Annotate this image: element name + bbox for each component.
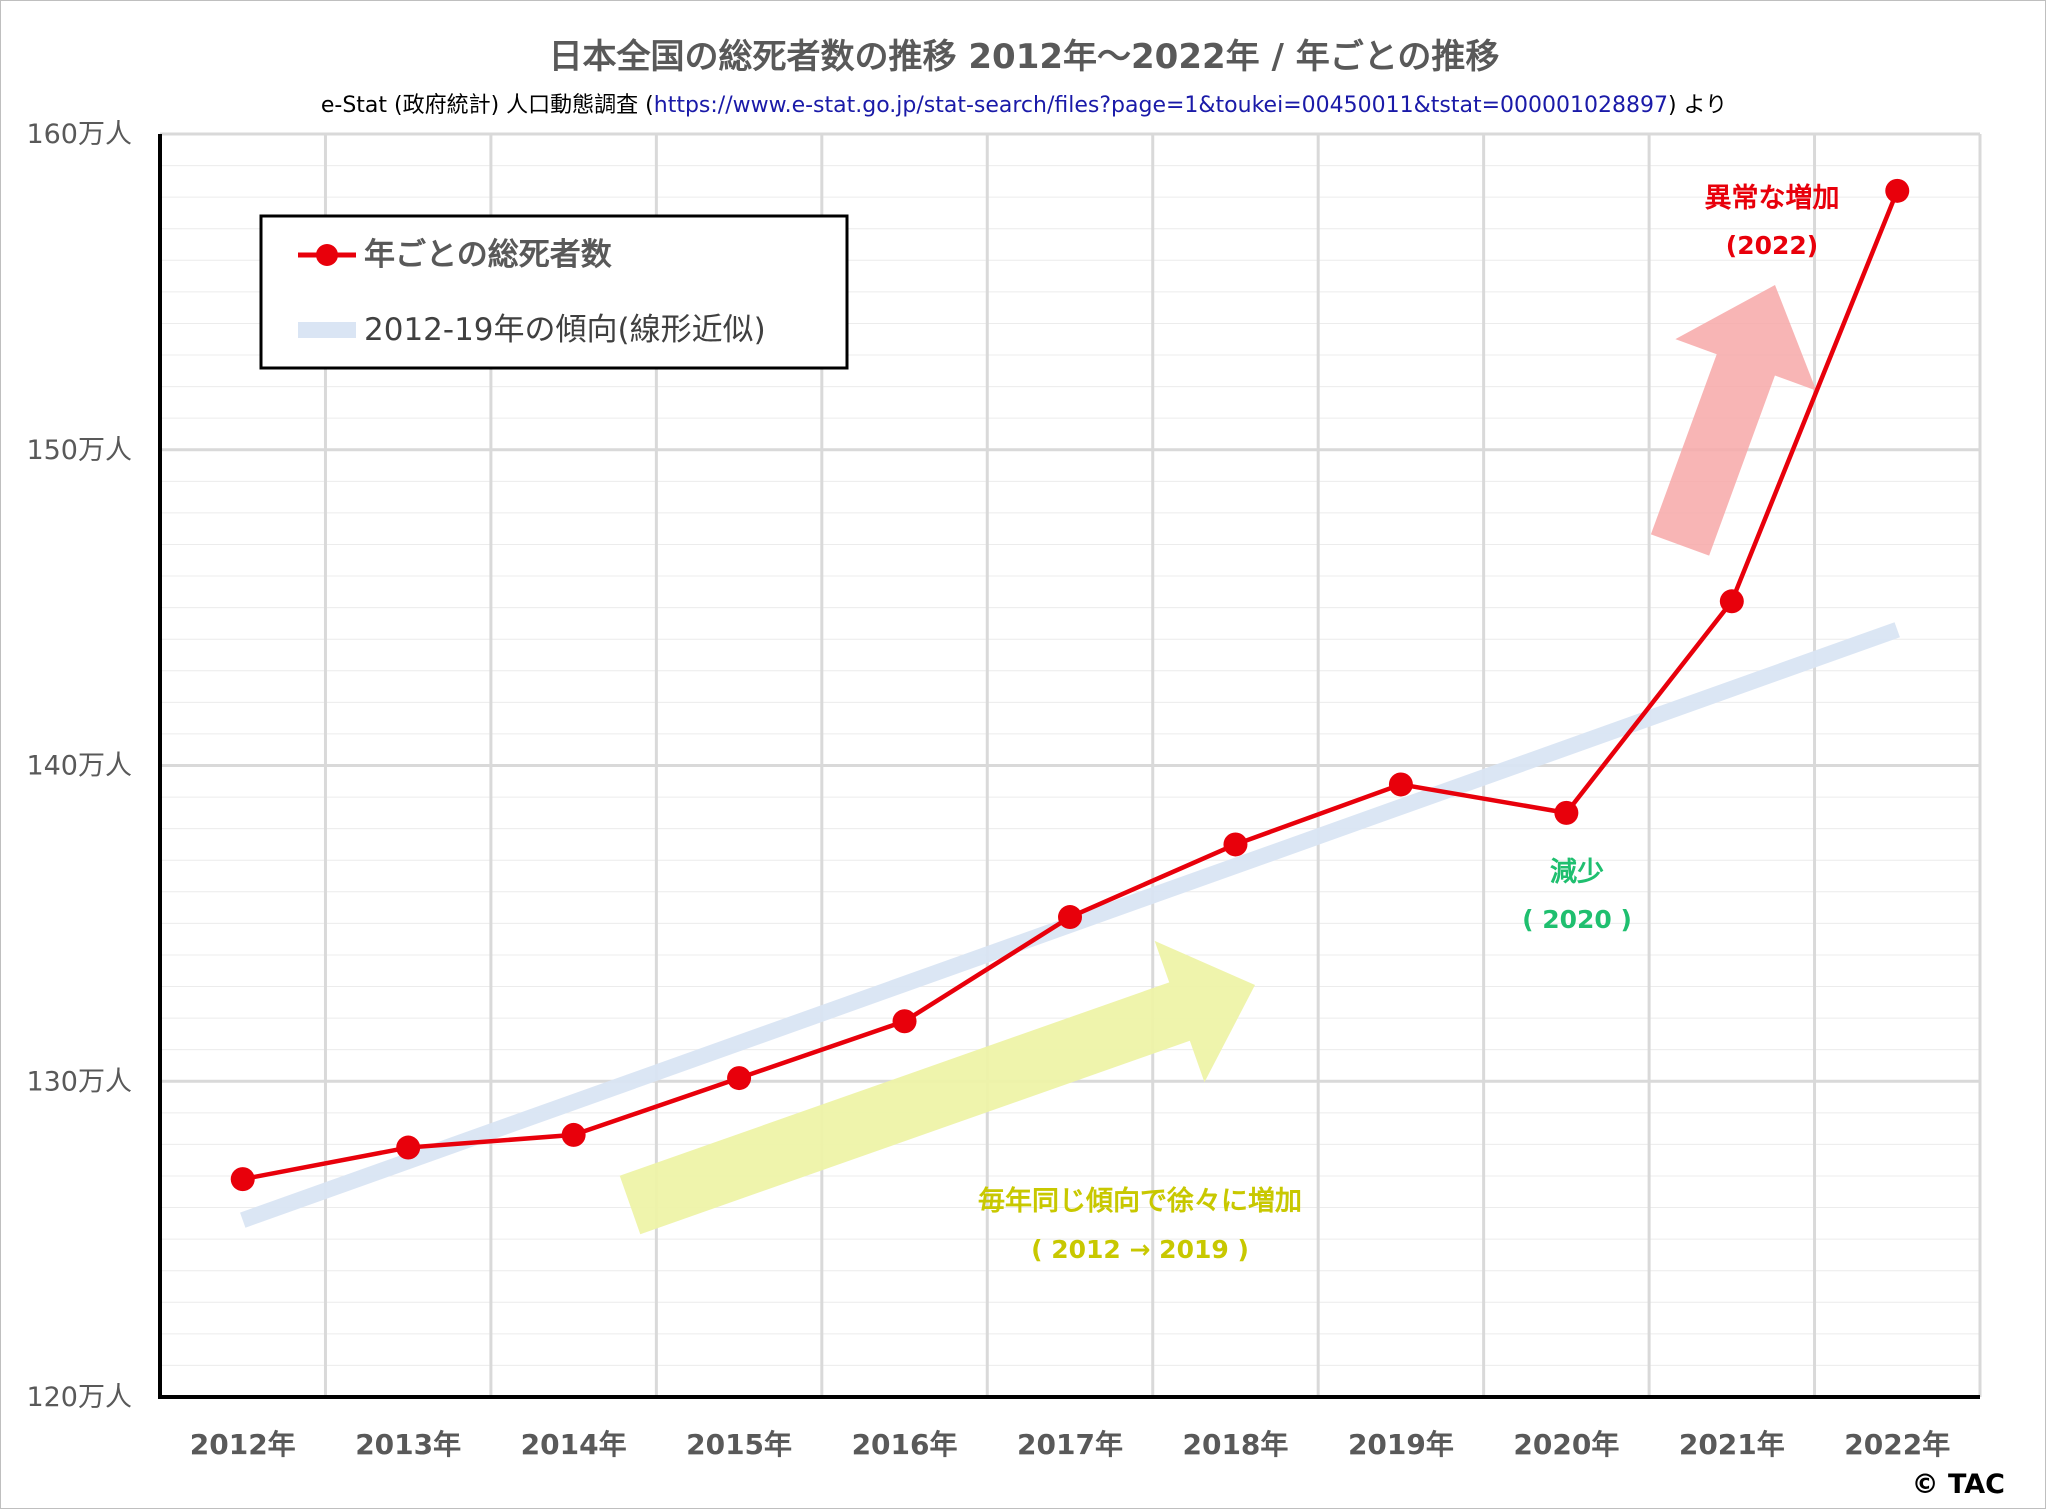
x-tick-label: 2015年 — [686, 1428, 792, 1461]
legend: 年ごとの総死者数 2012-19年の傾向(線形近似) — [259, 214, 849, 370]
annotation-abnormal-increase-year: (2022) — [1726, 231, 1818, 260]
x-tick-label: 2017年 — [1017, 1428, 1123, 1461]
subtitle-link[interactable]: https://www.e-stat.go.jp/stat-search/fil… — [654, 93, 1668, 118]
data-point — [1223, 832, 1248, 857]
x-tick-label: 2022年 — [1844, 1428, 1950, 1461]
annotation-decrease-year: ( 2020 ) — [1522, 905, 1632, 934]
legend-label-deaths: 年ごとの総死者数 — [364, 237, 612, 273]
data-point — [892, 1009, 917, 1034]
annotation-steady-increase-label: 毎年同じ傾向で徐々に増加 — [978, 1185, 1302, 1217]
tick-labels: 120万人 130万人 140万人 150万人 160万人 2012年 2013年 2014年… — [26, 119, 1950, 1461]
x-tick-label: 2016年 — [852, 1428, 958, 1461]
annotation-decrease-label: 減少 — [1550, 857, 1604, 888]
x-tick-label: 2019年 — [1348, 1428, 1454, 1461]
data-point — [1388, 772, 1413, 797]
axes — [158, 134, 1980, 1399]
data-point — [1885, 178, 1910, 203]
y-tick-label: 140万人 — [26, 751, 132, 782]
y-tick-label: 120万人 — [26, 1382, 132, 1413]
legend-box — [259, 214, 849, 370]
data-point — [1554, 800, 1579, 825]
subtitle-prefix: e-Stat (政府統計) 人口動態調査 ( — [321, 93, 654, 118]
copyright: © TAC — [1912, 1469, 2005, 1500]
annotation-abnormal-increase: 異常な増加 (2022) — [1705, 182, 1840, 260]
chart-title: 日本全国の総死者数の推移 2012年～2022年 / 年ごとの推移 — [549, 37, 1500, 77]
annotation-decrease: 減少 ( 2020 ) — [1522, 857, 1632, 934]
y-tick-label: 130万人 — [26, 1066, 132, 1097]
abnormal-increase-arrow — [1650, 285, 1817, 556]
y-tick-label: 150万人 — [26, 435, 132, 466]
annotation-abnormal-increase-label: 異常な増加 — [1705, 182, 1840, 214]
subtitle-suffix: ) より — [1668, 93, 1727, 118]
legend-marker-dot — [316, 244, 338, 266]
annotation-steady-increase: 毎年同じ傾向で徐々に増加 ( 2012 → 2019 ) — [978, 1185, 1302, 1264]
data-point — [1058, 905, 1082, 930]
x-tick-label: 2012年 — [190, 1428, 296, 1461]
data-series — [230, 178, 1910, 1192]
x-tick-label: 2020年 — [1513, 1428, 1619, 1461]
x-tick-label: 2014年 — [521, 1428, 627, 1461]
annotation-steady-increase-years: ( 2012 → 2019 ) — [1031, 1235, 1249, 1264]
steady-increase-arrow — [619, 940, 1255, 1235]
minor-gridlines — [160, 165, 1980, 1366]
y-tick-label: 160万人 — [26, 119, 132, 150]
data-point — [396, 1135, 421, 1160]
data-point — [727, 1066, 752, 1091]
x-tick-label: 2013年 — [355, 1428, 461, 1461]
data-point — [1719, 589, 1744, 614]
data-point — [230, 1167, 255, 1192]
legend-label-trend: 2012-19年の傾向(線形近似) — [364, 312, 766, 348]
data-point — [561, 1122, 586, 1147]
chart-subtitle: e-Stat (政府統計) 人口動態調査 (https://www.e-stat… — [321, 93, 1727, 118]
x-tick-label: 2021年 — [1679, 1428, 1785, 1461]
x-tick-label: 2018年 — [1182, 1428, 1288, 1461]
annotation-arrows — [619, 285, 1817, 1235]
